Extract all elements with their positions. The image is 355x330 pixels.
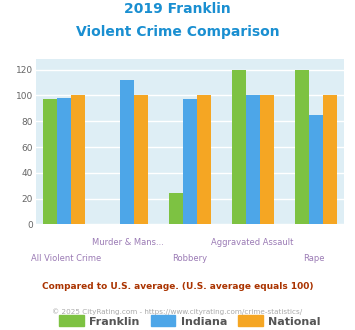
Text: Violent Crime Comparison: Violent Crime Comparison [76, 25, 279, 39]
Text: © 2025 CityRating.com - https://www.cityrating.com/crime-statistics/: © 2025 CityRating.com - https://www.city… [53, 309, 302, 315]
Text: Aggravated Assault: Aggravated Assault [211, 238, 293, 247]
Bar [197, 95, 211, 224]
Bar [260, 95, 274, 224]
Bar [43, 99, 57, 224]
Text: Compared to U.S. average. (U.S. average equals 100): Compared to U.S. average. (U.S. average … [42, 282, 313, 291]
Bar [246, 95, 260, 224]
Bar [57, 98, 71, 224]
Bar [169, 193, 183, 224]
Bar [232, 70, 246, 224]
Text: All Violent Crime: All Violent Crime [31, 254, 102, 263]
Bar [183, 99, 197, 224]
Text: Rape: Rape [303, 254, 324, 263]
Bar [71, 95, 84, 224]
Bar [309, 115, 323, 224]
Text: Murder & Mans...: Murder & Mans... [92, 238, 164, 247]
Text: Robbery: Robbery [173, 254, 207, 263]
Bar [134, 95, 148, 224]
Bar [295, 70, 309, 224]
Bar [120, 80, 134, 224]
Text: 2019 Franklin: 2019 Franklin [124, 2, 231, 16]
Bar [323, 95, 337, 224]
Legend: Franklin, Indiana, National: Franklin, Indiana, National [55, 311, 325, 330]
